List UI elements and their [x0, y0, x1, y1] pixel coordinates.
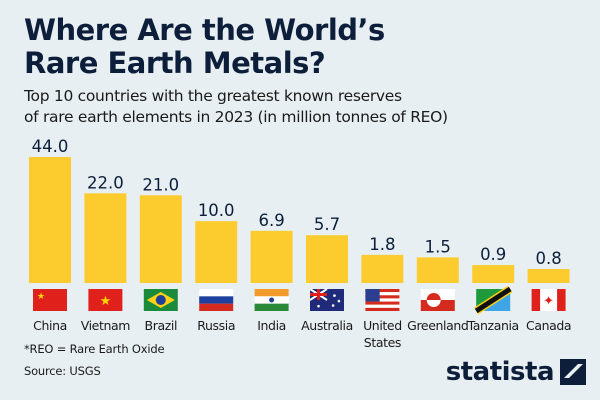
category-label: China	[33, 318, 67, 333]
category-label: States	[364, 335, 401, 350]
category-label: Russia	[197, 318, 235, 333]
chart-title: Where Are the World’s Rare Earth Metals?	[24, 14, 385, 80]
flag-star	[337, 299, 341, 303]
bar	[195, 221, 238, 283]
bar-group-canada: 0.8 ✦ Canada	[526, 249, 572, 333]
bar-group-china: 44.0 ★ China	[29, 137, 71, 333]
china-flag-icon: ★	[33, 289, 67, 311]
flag-cross	[310, 293, 327, 296]
bar	[139, 195, 182, 283]
flag-star	[317, 304, 320, 308]
subtitle-line-2: of rare earth elements in 2023 (in milli…	[24, 108, 448, 126]
flag-stripe	[199, 289, 234, 297]
tanzania-flag-icon	[474, 285, 513, 315]
statista-logo: statista	[446, 357, 586, 387]
flag-stripe	[365, 307, 400, 311]
flag-stripe	[365, 289, 400, 293]
flag-right-band	[557, 289, 566, 311]
australia-flag-icon	[309, 288, 344, 311]
bar-group-united-states: 1.8 United States	[361, 235, 404, 350]
flag-stripe	[365, 298, 400, 302]
category-label: Greenland	[407, 318, 468, 333]
flag-maple-leaf: ✦	[543, 294, 554, 309]
flag-stripe	[254, 303, 289, 311]
value-label: 1.5	[425, 237, 451, 256]
value-label: 0.9	[480, 245, 506, 264]
chart-subtitle: Top 10 countries with the greatest known…	[24, 86, 448, 128]
flag-left-band	[531, 289, 541, 311]
brazil-flag-icon	[143, 289, 178, 311]
statista-logo-icon	[560, 359, 586, 385]
value-label: 5.7	[314, 215, 340, 234]
value-label: 6.9	[258, 211, 284, 230]
bar-group-tanzania: 0.9 Tanzania	[467, 245, 520, 333]
category-label: Brazil	[145, 318, 177, 333]
logo-text: statista	[445, 357, 555, 387]
bar-group-vietnam: 22.0 ★ Vietnam	[81, 173, 131, 333]
india-flag-icon	[254, 289, 289, 311]
flag-black-band	[474, 286, 512, 314]
vietnam-flag-icon: ★	[88, 289, 123, 311]
category-label: Vietnam	[81, 318, 131, 333]
bar	[306, 235, 348, 283]
flag-stripe	[365, 292, 400, 296]
flag-star: ★	[100, 294, 112, 309]
category-label: United	[363, 318, 402, 333]
united-states-flag-icon	[365, 289, 400, 311]
bar-group-india: 6.9 India	[250, 211, 293, 333]
bar	[84, 193, 127, 283]
flag-stripe	[254, 289, 289, 297]
canada-flag-icon: ✦	[531, 289, 566, 311]
greenland-flag-icon	[420, 289, 455, 311]
category-label: India	[257, 318, 286, 333]
flag-canton	[365, 289, 380, 302]
value-label: 44.0	[32, 137, 69, 156]
russia-flag-icon	[199, 289, 234, 311]
flag-globe	[155, 295, 166, 305]
value-label: 22.0	[87, 173, 124, 192]
flag-circle-bottom	[426, 300, 441, 307]
bar	[416, 257, 459, 283]
value-label: 0.8	[535, 249, 561, 268]
flag-stripe	[199, 296, 234, 304]
value-label: 10.0	[198, 201, 235, 220]
bar-group-brazil: 21.0 Brazil	[139, 175, 182, 333]
category-label: Tanzania	[467, 318, 519, 333]
flag-stripe	[365, 304, 400, 308]
bar	[250, 230, 293, 283]
bar	[472, 265, 515, 283]
title-line-1: Where Are the World’s	[24, 13, 385, 47]
value-label: 1.8	[369, 235, 395, 254]
value-label: 21.0	[142, 175, 179, 194]
bar	[527, 269, 570, 283]
flag-field	[33, 289, 67, 311]
flag-star	[331, 304, 335, 307]
footnote: *REO = Rare Earth Oxide	[24, 342, 165, 356]
category-label: Australia	[301, 318, 353, 333]
flag-star	[333, 294, 336, 297]
bar-group-greenland: 1.5 Greenland	[407, 237, 469, 333]
category-label: Canada	[526, 318, 571, 333]
bar-group-australia: 5.7 Australia	[301, 215, 353, 333]
flag-star: ★	[37, 292, 45, 302]
bar	[29, 157, 71, 283]
flag-stripe	[365, 295, 400, 299]
flag-stripe	[365, 301, 400, 305]
flag-field	[88, 289, 123, 311]
flag-wheel	[269, 297, 275, 303]
flag-circle-top	[426, 293, 441, 300]
flag-stripe	[199, 303, 234, 311]
source-note: Source: USGS	[24, 364, 101, 378]
bar	[361, 254, 404, 283]
subtitle-line-1: Top 10 countries with the greatest known…	[24, 87, 402, 105]
bar-group-russia: 10.0 Russia	[195, 201, 238, 333]
title-line-2: Rare Earth Metals?	[24, 46, 326, 80]
